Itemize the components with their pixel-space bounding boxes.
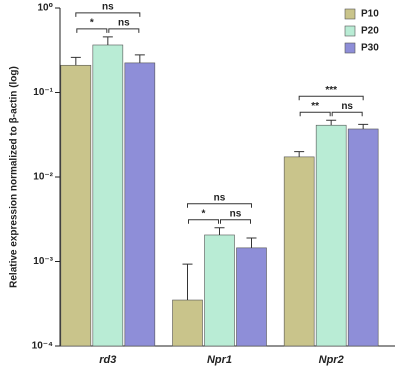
bar — [204, 234, 235, 347]
bar — [347, 128, 379, 347]
x-tick-label: Npr2 — [319, 354, 344, 366]
error-bar — [358, 123, 369, 129]
significance-bracket — [331, 111, 363, 117]
bar — [236, 247, 267, 347]
y-tick-label: 10⁻² — [33, 172, 53, 183]
significance-bracket — [188, 219, 219, 224]
significance-bracket — [76, 28, 108, 33]
x-tick-label: Npr1 — [207, 354, 232, 366]
error-bar — [214, 227, 225, 235]
y-tick-label: 10⁻¹ — [33, 87, 53, 98]
significance-bracket — [75, 12, 141, 17]
bar — [60, 64, 92, 347]
significance-label: ns — [118, 18, 130, 29]
significance-bracket — [298, 95, 364, 101]
legend-label: P30 — [361, 43, 379, 54]
significance-label: ns — [102, 2, 114, 13]
legend-label: P10 — [361, 9, 379, 20]
error-bar — [182, 263, 193, 301]
bar — [124, 62, 156, 347]
bar — [92, 44, 124, 347]
legend-swatch — [344, 25, 356, 37]
significance-label: ** — [311, 101, 319, 112]
significance-label: ns — [341, 101, 353, 112]
bar — [283, 156, 315, 347]
error-bar — [326, 119, 337, 126]
legend-swatch — [344, 42, 356, 54]
error-bar — [246, 237, 257, 248]
error-bar — [134, 54, 145, 63]
error-bar — [70, 56, 81, 66]
significance-label: *** — [325, 85, 337, 96]
legend-swatch — [344, 8, 356, 20]
error-bar — [102, 36, 113, 45]
y-axis-label: Relative expression normalized to β-acti… — [9, 66, 20, 288]
significance-label: ns — [214, 192, 226, 203]
y-tick-label: 10⁰ — [37, 3, 53, 14]
significance-label: ns — [230, 208, 242, 219]
bar — [315, 124, 347, 347]
y-tick-label: 10⁻⁴ — [32, 341, 53, 352]
error-bar — [294, 151, 305, 157]
significance-bracket — [220, 219, 251, 224]
significance-bracket — [299, 111, 331, 117]
significance-bracket — [108, 28, 140, 33]
bar — [172, 299, 203, 347]
legend-label: P20 — [361, 26, 379, 37]
x-tick-label: rd3 — [99, 354, 116, 366]
y-tick-label: 10⁻³ — [33, 256, 53, 267]
significance-bracket — [187, 203, 252, 208]
significance-label: * — [202, 208, 206, 219]
significance-label: * — [90, 18, 94, 29]
